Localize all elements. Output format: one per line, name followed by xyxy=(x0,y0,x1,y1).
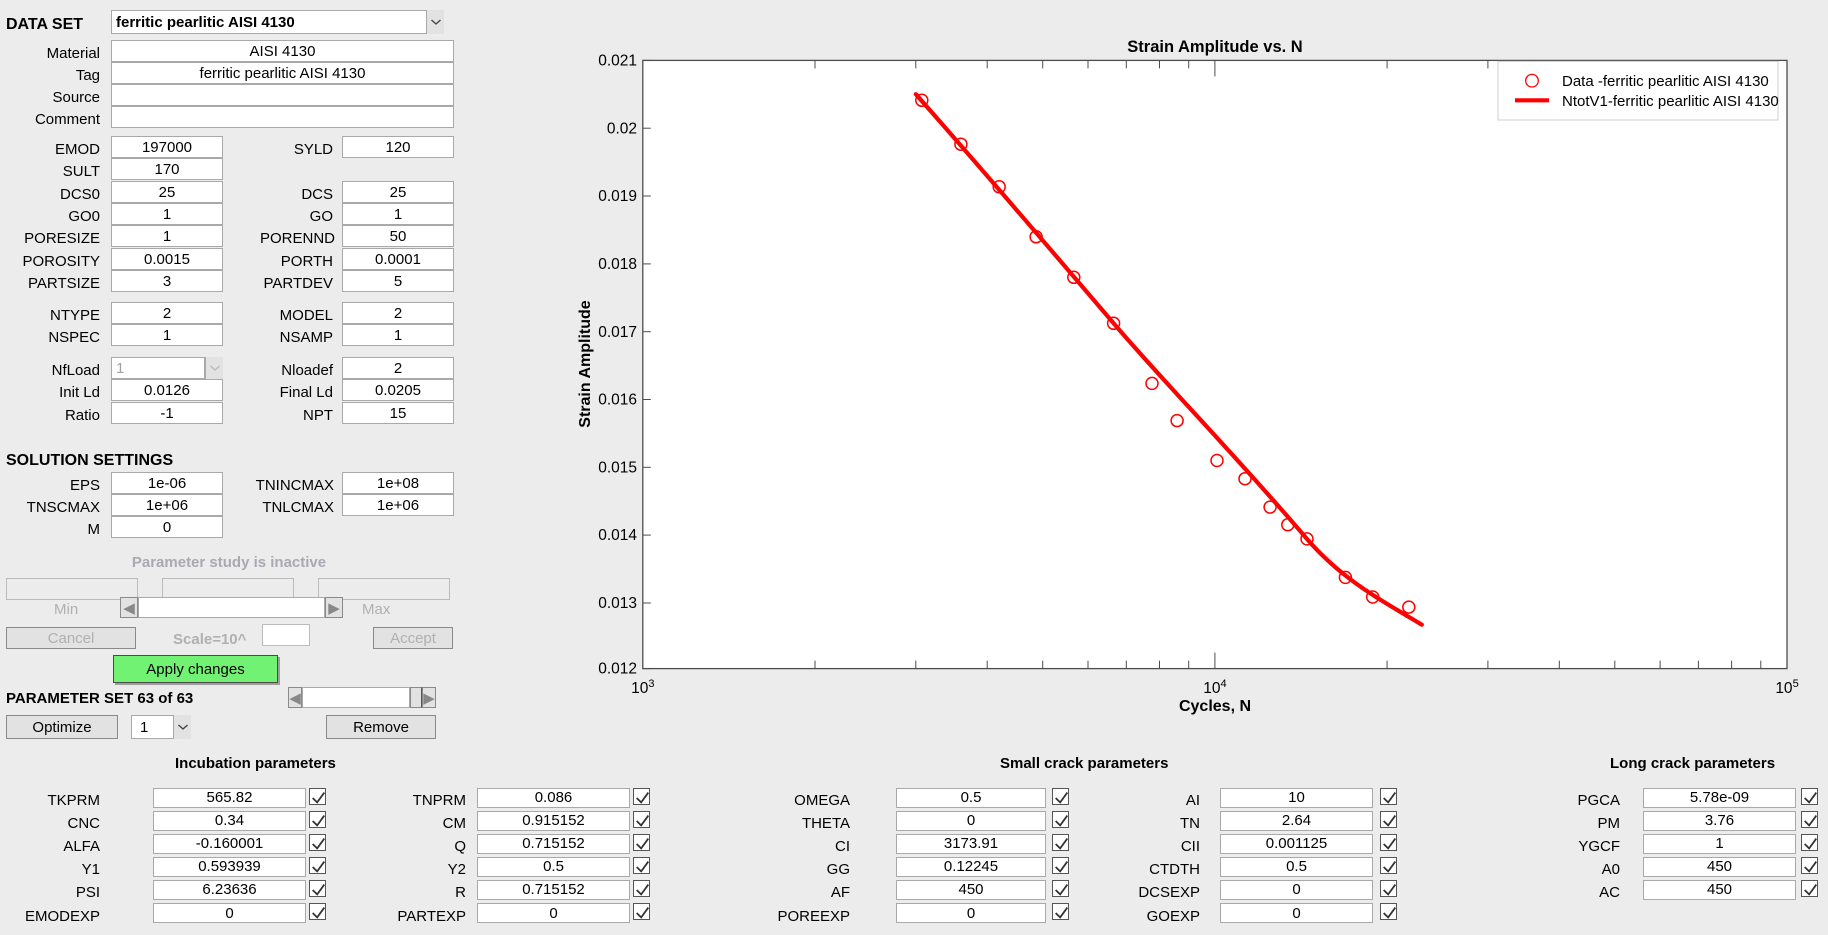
svg-text:Cycles, N: Cycles, N xyxy=(1179,698,1251,715)
svg-text:0.016: 0.016 xyxy=(598,392,637,409)
svg-text:0.019: 0.019 xyxy=(598,188,637,205)
svg-text:Data -ferritic pearlitic AISI: Data -ferritic pearlitic AISI 4130 xyxy=(1562,73,1769,90)
svg-text:103: 103 xyxy=(631,678,654,697)
svg-text:0.02: 0.02 xyxy=(607,120,637,137)
svg-text:0.012: 0.012 xyxy=(598,661,637,678)
svg-text:0.015: 0.015 xyxy=(598,459,637,476)
svg-text:0.013: 0.013 xyxy=(598,595,637,612)
svg-text:104: 104 xyxy=(1203,678,1226,697)
svg-text:0.014: 0.014 xyxy=(598,527,637,544)
svg-text:NtotV1-ferritic pearlitic AISI: NtotV1-ferritic pearlitic AISI 4130 xyxy=(1562,93,1779,110)
svg-text:Strain Amplitude: Strain Amplitude xyxy=(577,300,594,428)
svg-text:0.021: 0.021 xyxy=(598,53,637,70)
svg-text:Strain Amplitude vs. N: Strain Amplitude vs. N xyxy=(1127,38,1302,56)
svg-text:0.017: 0.017 xyxy=(598,324,637,341)
svg-text:0.018: 0.018 xyxy=(598,256,637,273)
svg-text:105: 105 xyxy=(1775,678,1798,697)
